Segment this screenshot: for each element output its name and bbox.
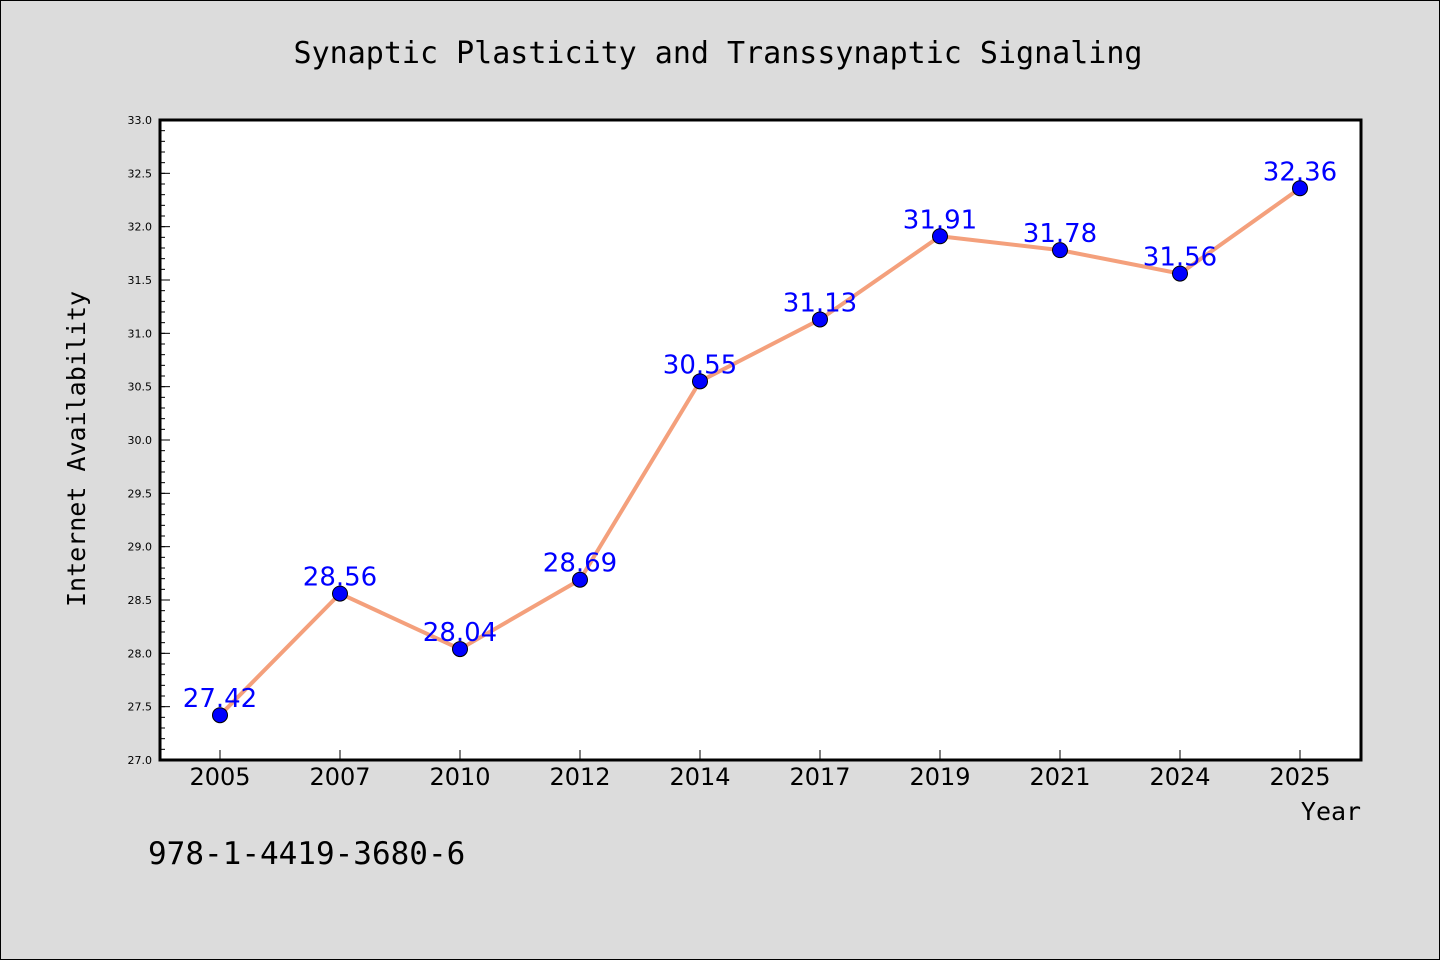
data-point <box>932 228 948 245</box>
chart-title: Synaptic Plasticity and Transsynaptic Si… <box>294 36 1143 71</box>
data-label: 31.13 <box>783 288 857 318</box>
y-tick-label: 28.5 <box>128 594 153 607</box>
data-point <box>1052 242 1068 259</box>
data-point <box>812 311 828 328</box>
y-tick-label: 31.5 <box>128 274 153 287</box>
data-point <box>452 641 468 658</box>
x-tick-label: 2014 <box>669 763 730 791</box>
x-tick-label: 2007 <box>309 763 370 791</box>
data-point <box>572 571 588 588</box>
data-label: 31.56 <box>1143 243 1217 273</box>
y-tick-label: 27.0 <box>128 754 153 767</box>
data-label: 28.56 <box>303 563 377 593</box>
y-tick-label: 30.0 <box>128 434 153 447</box>
x-axis-label: Year <box>1301 797 1361 826</box>
y-tick-label: 31.0 <box>128 327 153 340</box>
isbn-text: 978-1-4419-3680-6 <box>148 836 465 872</box>
data-label: 28.69 <box>543 549 617 579</box>
data-label: 27.42 <box>183 684 257 714</box>
data-point <box>332 585 348 602</box>
y-axis-ticks: 27.0 27.5 28.0 28.5 29.0 29.5 30.0 30.5 31.0 31.5… <box>128 114 170 767</box>
x-axis-ticks: 2005 2007 2010 2012 2014 2017 2019 2021 2024 2025 <box>189 750 1331 791</box>
series-line <box>218 186 1302 717</box>
data-point <box>692 373 708 390</box>
data-label: 30.55 <box>663 350 737 380</box>
x-tick-label: 2017 <box>789 763 850 791</box>
x-tick-label: 2010 <box>429 763 490 791</box>
data-point <box>1292 180 1308 197</box>
data-label: 31.78 <box>1023 219 1097 249</box>
plot-area <box>160 120 1361 760</box>
x-tick-label: 2005 <box>189 763 250 791</box>
data-label: 28.04 <box>423 618 497 648</box>
x-tick-label: 2021 <box>1029 763 1090 791</box>
x-tick-label: 2024 <box>1149 763 1210 791</box>
y-tick-label: 28.0 <box>128 647 153 660</box>
data-label: 31.91 <box>903 205 977 235</box>
data-labels: 27.42 28.56 28.04 28.69 30.55 31.13 31.91 31.78… <box>183 157 1337 714</box>
data-point <box>1172 265 1188 282</box>
y-tick-label: 29.5 <box>128 487 153 500</box>
plot-border <box>158 118 1363 762</box>
y-tick-label: 27.5 <box>128 701 153 714</box>
y-tick-label: 33.0 <box>128 114 153 127</box>
y-tick-label: 29.0 <box>128 541 153 554</box>
y-tick-label: 30.5 <box>128 381 153 394</box>
data-point <box>212 707 228 724</box>
data-label: 32.36 <box>1263 157 1337 187</box>
y-tick-label: 32.5 <box>128 167 153 180</box>
y-axis-label: Internet Availability <box>62 291 91 607</box>
x-tick-label: 2025 <box>1269 763 1330 791</box>
x-tick-label: 2019 <box>909 763 970 791</box>
y-tick-label: 32.0 <box>128 221 153 234</box>
x-tick-label: 2012 <box>549 763 610 791</box>
series-markers <box>212 180 1308 724</box>
